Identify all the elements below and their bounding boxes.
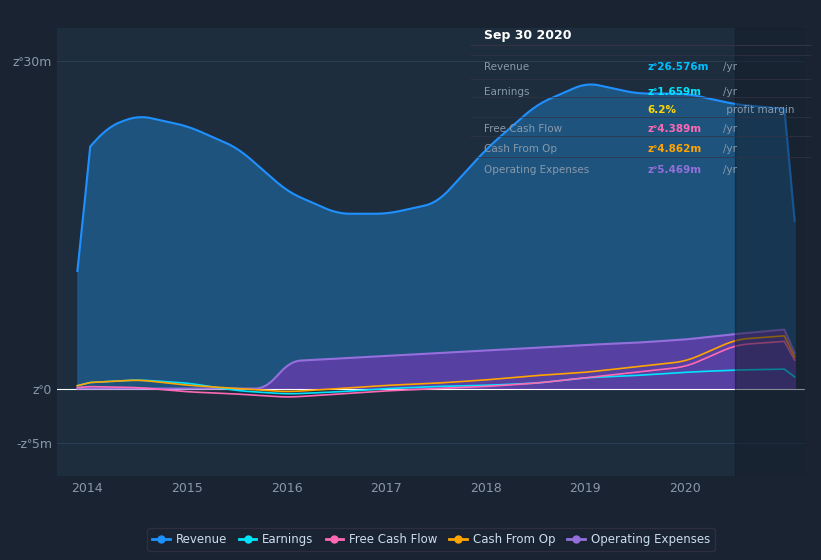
Text: zᐤ26.576m: zᐤ26.576m [648,62,709,72]
Text: Operating Expenses: Operating Expenses [484,165,589,175]
Text: zᐤ1.659m: zᐤ1.659m [648,87,702,96]
Text: /yr: /yr [722,62,736,72]
Text: /yr: /yr [722,87,736,96]
Text: /yr: /yr [722,165,736,175]
Text: Revenue: Revenue [484,62,530,72]
Text: /yr: /yr [722,144,736,153]
Legend: Revenue, Earnings, Free Cash Flow, Cash From Op, Operating Expenses: Revenue, Earnings, Free Cash Flow, Cash … [147,528,715,550]
Text: zᐤ4.862m: zᐤ4.862m [648,144,702,153]
Text: Free Cash Flow: Free Cash Flow [484,124,562,134]
Text: Earnings: Earnings [484,87,530,96]
Text: Sep 30 2020: Sep 30 2020 [484,29,571,41]
Text: profit margin: profit margin [722,105,794,115]
Text: 6.2%: 6.2% [648,105,677,115]
Text: zᐤ4.389m: zᐤ4.389m [648,124,702,134]
Text: /yr: /yr [722,124,736,134]
Bar [735,28,805,476]
Text: zᐤ5.469m: zᐤ5.469m [648,165,702,175]
Text: Cash From Op: Cash From Op [484,144,557,153]
